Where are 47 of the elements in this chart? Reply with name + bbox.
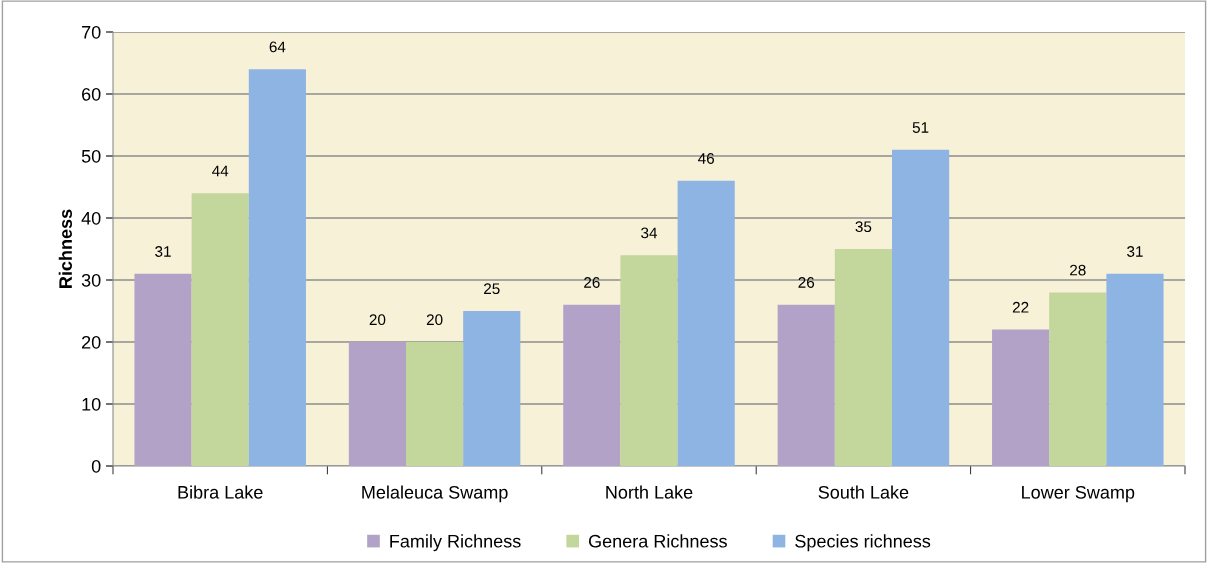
data-label: 51 — [912, 122, 929, 133]
data-label: 20 — [426, 314, 443, 326]
y-axis-title: Richness — [58, 209, 72, 288]
y-tick-label: 30 — [81, 273, 101, 287]
y-tick-label: 50 — [81, 149, 101, 163]
bar — [620, 255, 678, 466]
data-label: 20 — [369, 314, 386, 326]
bar — [463, 311, 521, 466]
data-label: 34 — [641, 227, 658, 239]
bar — [406, 342, 464, 466]
x-tick-label: Melaleuca Swamp — [362, 485, 508, 503]
bar — [248, 69, 306, 466]
bar — [777, 304, 835, 466]
legend-label: Species richness — [795, 534, 931, 552]
data-label: 26 — [584, 277, 600, 288]
bar — [891, 149, 950, 466]
bar — [834, 249, 892, 466]
data-label: 28 — [1070, 264, 1086, 276]
y-tick-label: 40 — [81, 211, 101, 225]
data-label: 31 — [155, 246, 171, 257]
bar — [134, 273, 192, 466]
legend-label: Genera Richness — [588, 534, 727, 548]
data-label: 35 — [855, 221, 872, 233]
data-label: 31 — [1127, 246, 1143, 257]
data-label: 26 — [798, 277, 815, 288]
bar — [1049, 292, 1107, 466]
x-tick-label: Bibra Lake — [178, 485, 263, 499]
y-tick-label: 60 — [82, 87, 101, 101]
bar — [677, 180, 735, 466]
bar — [191, 193, 249, 466]
data-label: 64 — [269, 41, 286, 53]
legend-label: Family Richness — [390, 534, 521, 552]
data-label: 25 — [484, 283, 500, 295]
bar — [992, 329, 1050, 466]
y-tick-label: 0 — [91, 459, 101, 473]
data-label: 44 — [212, 165, 229, 177]
x-tick-label: Lower Swamp — [1022, 485, 1135, 503]
x-tick-label: North Lake — [606, 485, 693, 499]
y-tick-label: 10 — [82, 397, 101, 411]
bar — [348, 342, 407, 466]
y-tick-label: 70 — [82, 25, 101, 39]
y-tick-label: 20 — [82, 335, 101, 349]
data-label: 46 — [698, 153, 714, 164]
x-tick-label: South Lake — [818, 485, 909, 499]
bar — [1106, 273, 1164, 466]
data-label: 22 — [1012, 301, 1029, 313]
bar — [563, 304, 621, 466]
